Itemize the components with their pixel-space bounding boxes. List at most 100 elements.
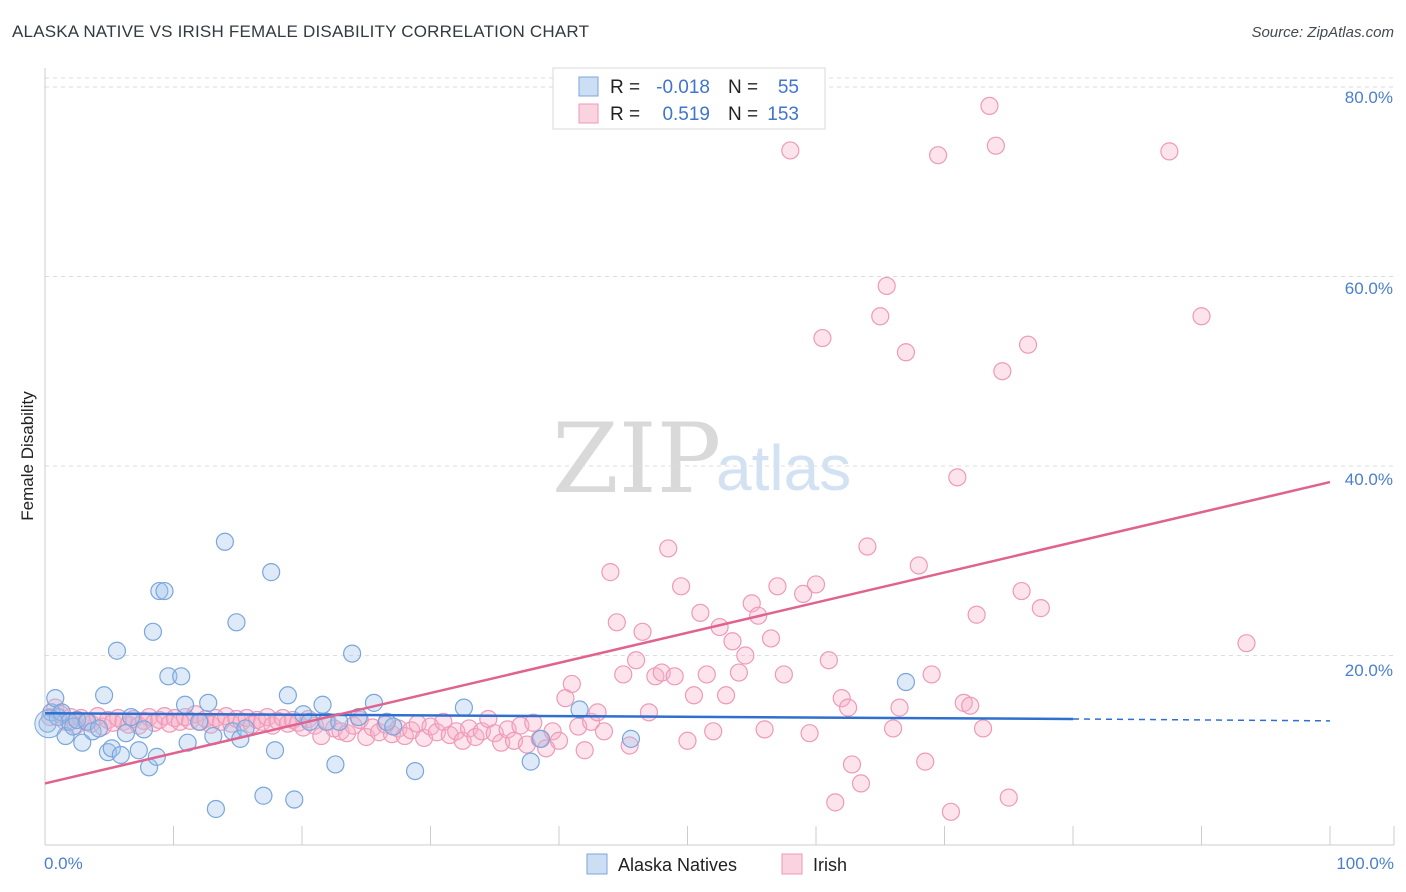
data-point [89, 719, 109, 738]
watermark-zip: ZIP [552, 403, 721, 515]
series-legend: Alaska Natives Irish [586, 853, 847, 875]
data-point [607, 613, 626, 632]
data-point [1012, 581, 1031, 601]
alaska-natives-trend-extension [1072, 718, 1331, 722]
legend-n-label: N = [728, 104, 758, 125]
data-point [678, 731, 697, 750]
legend-n-value-irish: 153 [767, 104, 799, 125]
data-point [871, 307, 890, 326]
data-point [562, 674, 581, 694]
data-point [909, 556, 928, 575]
data-point [961, 696, 980, 715]
legend-r-value-irish: 0.519 [662, 104, 710, 125]
irish-series [41, 96, 1256, 821]
data-point [107, 641, 127, 660]
data-point [800, 724, 819, 743]
data-point [806, 575, 826, 594]
data-point [813, 328, 832, 348]
data-point [774, 665, 793, 684]
legend-r-value-alaska: -0.018 [656, 77, 710, 98]
data-point [313, 695, 332, 714]
data-point [993, 362, 1012, 381]
y-tick-label: 20.0% [1345, 661, 1393, 680]
data-point [199, 693, 218, 712]
data-point [129, 741, 148, 760]
data-point [980, 96, 999, 116]
chart-title: ALASKA NATIVE VS IRISH FEMALE DISABILITY… [12, 22, 590, 41]
x-tick-label-min: 0.0% [44, 854, 83, 873]
x-axis-ticks [44, 826, 1395, 845]
data-point [1192, 307, 1211, 326]
trend-lines [44, 480, 1331, 785]
data-point [215, 532, 234, 551]
data-point [1160, 142, 1179, 161]
y-axis-title: Female Disability [18, 391, 37, 521]
data-point [665, 667, 684, 686]
data-point [254, 786, 273, 805]
data-point [524, 713, 543, 732]
data-point [73, 733, 92, 752]
data-point [819, 651, 838, 670]
y-tick-labels: 20.0% 40.0% 60.0% 80.0% [1345, 88, 1393, 680]
data-point [896, 343, 916, 362]
data-point [794, 584, 813, 603]
data-point [890, 698, 909, 717]
data-point [684, 686, 704, 705]
correlation-legend: R = -0.018 N = 55 R = 0.519 N = 153 [552, 67, 826, 130]
data-point [716, 686, 736, 705]
data-point [588, 703, 607, 722]
data-point [916, 752, 935, 771]
alaska-swatch [578, 76, 599, 97]
data-point [121, 707, 141, 727]
data-point [285, 790, 304, 809]
data-point [842, 755, 862, 774]
data-point [159, 667, 178, 686]
gridlines [45, 77, 1394, 656]
data-point [755, 720, 774, 739]
irish-trend-line [44, 480, 1331, 785]
data-point [639, 703, 659, 722]
data-point [454, 698, 474, 717]
data-point [768, 577, 787, 596]
source-label: Source: ZipAtlas.com [1251, 24, 1394, 41]
irish-legend-label: Irish [813, 855, 847, 875]
data-point [621, 729, 641, 748]
data-point [723, 632, 742, 651]
data-point [206, 799, 226, 819]
data-point [116, 724, 136, 743]
data-point [633, 622, 652, 641]
y-tick-label: 40.0% [1345, 470, 1393, 489]
x-tick-label-max: 100.0% [1336, 854, 1394, 873]
data-point [781, 141, 800, 160]
data-point [594, 722, 614, 741]
data-point [549, 731, 569, 750]
data-point [326, 755, 345, 774]
data-point [258, 707, 277, 727]
data-point [659, 539, 678, 558]
alaska-natives-trend-line [44, 712, 1074, 721]
data-point [531, 729, 551, 748]
legend-r-label: R = [610, 104, 640, 125]
data-point [227, 613, 246, 632]
alaska-natives-legend-label: Alaska Natives [618, 855, 737, 875]
irish-swatch [578, 103, 599, 124]
data-point [839, 698, 858, 717]
data-point [343, 644, 362, 663]
data-point [858, 537, 877, 556]
data-point [967, 605, 986, 624]
data-point [1031, 599, 1050, 618]
data-point [405, 761, 425, 781]
data-point [143, 622, 163, 641]
data-point [95, 686, 114, 705]
data-point [601, 563, 620, 582]
data-point [175, 695, 195, 714]
data-point [941, 802, 961, 821]
data-point [56, 726, 75, 746]
data-point [134, 720, 154, 739]
data-point [729, 663, 749, 682]
alaska-natives-legend-swatch [586, 853, 608, 875]
y-tick-label: 80.0% [1345, 88, 1393, 107]
data-point [999, 788, 1018, 807]
data-point [1237, 634, 1256, 653]
